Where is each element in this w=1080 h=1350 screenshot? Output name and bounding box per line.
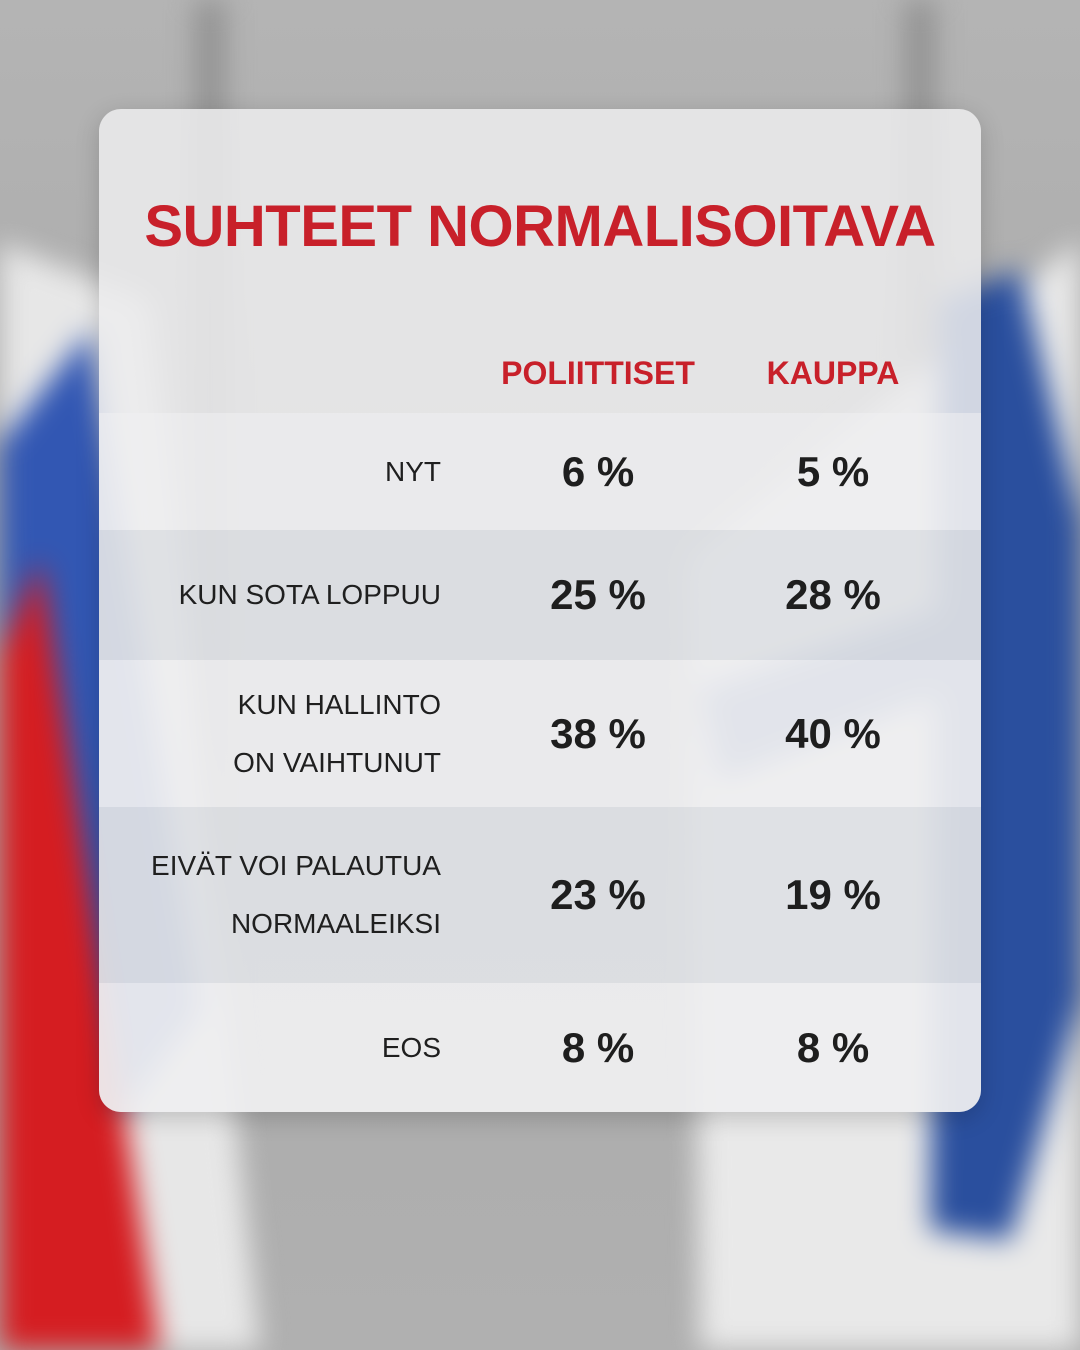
row-label: EOS: [381, 1031, 441, 1063]
value-kauppa: 28 %: [785, 571, 881, 618]
row-label: KUN SOTA LOPPUU: [178, 579, 441, 610]
table-row: KUN HALLINTO ON VAIHTUNUT 38 % 40 %: [99, 660, 981, 807]
value-kauppa: 5 %: [796, 447, 870, 495]
value-poliittiset: 6 %: [561, 447, 635, 495]
table-body: NYT 6 % 5 % KUN SOTA LOPPUU 25 % 28 % KU…: [99, 413, 981, 1112]
table-row: KUN SOTA LOPPUU 25 % 28 %: [99, 530, 981, 660]
row-label: KUN HALLINTO ON VAIHTUNUT: [233, 688, 441, 778]
table-row: EIVÄT VOI PALAUTUA NORMAALEIKSI 23 % 19 …: [99, 807, 981, 983]
value-kauppa: 8 %: [796, 1023, 870, 1071]
value-poliittiset: 38 %: [550, 709, 646, 757]
chart-title: SUHTEET NORMALISOITAVA: [144, 194, 936, 259]
column-header-kauppa: KAUPPA: [766, 355, 900, 391]
value-poliittiset: 8 %: [561, 1023, 635, 1071]
value-kauppa: 40 %: [785, 709, 881, 757]
value-kauppa: 19 %: [785, 871, 881, 918]
results-card: SUHTEET NORMALISOITAVA POLIITTISET KAUPP…: [99, 109, 981, 1112]
table-row: NYT 6 % 5 %: [99, 413, 981, 530]
value-poliittiset: 23 %: [550, 871, 646, 918]
value-poliittiset: 25 %: [550, 571, 646, 618]
column-header-poliittiset: POLIITTISET: [501, 355, 695, 391]
row-label: NYT: [385, 455, 441, 487]
row-label: EIVÄT VOI PALAUTUA NORMAALEIKSI: [151, 850, 441, 939]
table-row: EOS 8 % 8 %: [99, 983, 981, 1112]
